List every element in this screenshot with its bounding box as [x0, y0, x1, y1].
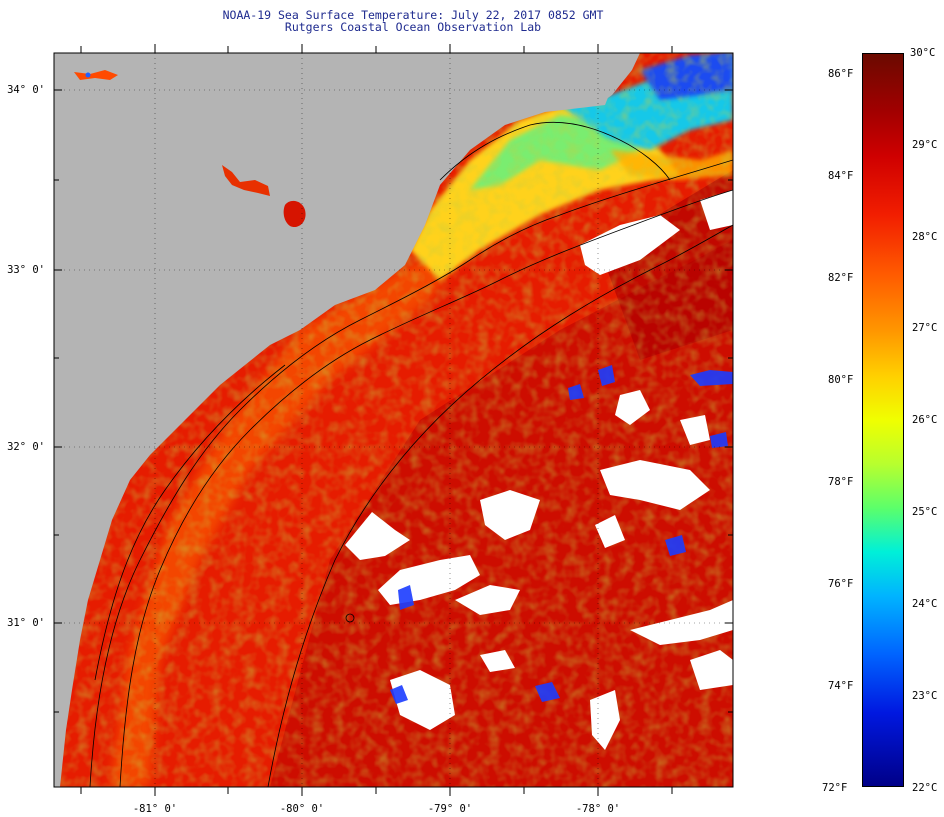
colorbar-c-label: 27°C: [912, 322, 938, 334]
colorbar-c-label: 30°C: [910, 47, 936, 59]
colorbar-f-label: 84°F: [828, 170, 854, 182]
colorbar-c-label: 24°C: [912, 598, 938, 610]
graticule: [54, 53, 733, 787]
cloud-edges: [390, 365, 733, 704]
colorbar-c-label: 25°C: [912, 506, 938, 518]
land-mass: [54, 53, 615, 787]
colorbar-f-label: 82°F: [828, 272, 854, 284]
colorbar-f-label: 74°F: [828, 680, 854, 692]
colorbar-c-label: 29°C: [912, 139, 938, 151]
lon-label-81: -81° 0': [132, 803, 178, 815]
colorbar-c-label: 23°C: [912, 690, 938, 702]
map-subtitle: Rutgers Coastal Ocean Observation Lab: [284, 20, 542, 34]
lon-label-78: -78° 0': [575, 803, 621, 815]
colorbar-f-label: 80°F: [828, 374, 854, 386]
lon-label-79: -79° 0': [427, 803, 473, 815]
lat-label-32: 32° 0': [7, 441, 45, 453]
bathymetry-contours: [89, 121, 733, 787]
colorbar-c-label: 28°C: [912, 231, 938, 243]
colorbar-f-label: 86°F: [828, 68, 854, 80]
lon-label-80: -80° 0': [279, 803, 325, 815]
lat-label-33: 33° 0': [7, 264, 45, 276]
colorbar-c-label: 26°C: [912, 414, 938, 426]
colorbar-f-label: 76°F: [828, 578, 854, 590]
colorbar-f-label: 78°F: [828, 476, 854, 488]
lat-label-34: 34° 0': [7, 84, 45, 96]
tick-marks: [54, 44, 733, 796]
map-title: NOAA-19 Sea Surface Temperature: July 22…: [222, 8, 604, 22]
map-frame: [53, 52, 734, 788]
colorbar-c-label: 22°C: [912, 782, 938, 794]
inland-lake: [283, 200, 306, 228]
temperature-colorbar: [862, 53, 904, 787]
lat-label-31: 31° 0': [7, 617, 45, 629]
colorbar-f-label: 72°F: [822, 782, 848, 794]
